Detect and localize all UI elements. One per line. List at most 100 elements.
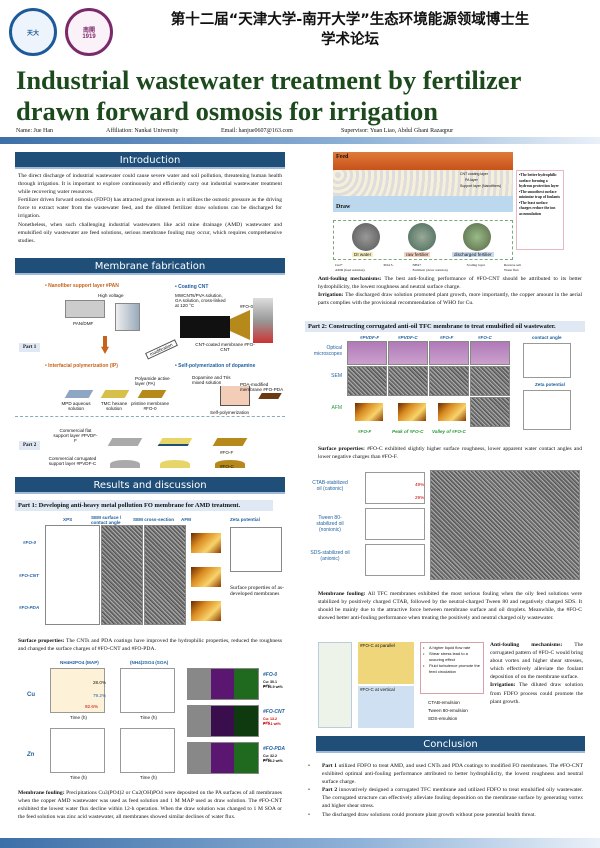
title-line-2: drawn forward osmosis for irrigation <box>16 96 439 126</box>
eds-map <box>187 668 259 700</box>
eds-cu: Cu: 13.2 wt% <box>263 717 277 725</box>
label: Part 2 <box>322 787 338 794</box>
note: •The least surface charges reduce the io… <box>519 200 556 216</box>
fig1-col: Zeta potential <box>230 517 260 522</box>
pa-label: Polyamide active layer (PA) <box>135 376 170 386</box>
fig2-col: #PVDF-C <box>398 335 418 340</box>
flux-chart-e <box>120 668 175 713</box>
eds-p: P: 16.9 wt% <box>263 685 283 689</box>
fig2-col: #PVDF-F <box>360 335 380 340</box>
poster-title: Industrial wastewater treatment by ferti… <box>16 65 596 127</box>
oil-flux-chart <box>365 472 425 504</box>
label: Surface properties: <box>318 446 365 452</box>
emulsion-legend: Tween 80-emulsion <box>428 708 468 713</box>
note: A higher liquid flow rate <box>423 645 481 651</box>
foc-label: #FO-C <box>220 464 234 469</box>
text: All TFC membranes exhibited the most ser… <box>318 591 582 622</box>
coating-label: • Coating CNT <box>175 284 209 290</box>
contact-angle-title: contact angle <box>532 335 562 340</box>
afm-label: Valley of #FO-C <box>432 429 466 434</box>
author-affiliation: Affiliation: Nankai University <box>106 128 179 134</box>
text: The discharged draw solutions could prom… <box>322 811 536 818</box>
pda-label: PDA-modified membrane #FO-PDA <box>240 382 284 392</box>
conclusion-list: Part 1 utilized FDFO to treat AMD, and u… <box>308 762 583 819</box>
legend-cu: Cu2+ <box>335 263 343 267</box>
fig1-col: XPS <box>63 517 73 522</box>
fig2-col: #FO-C <box>478 335 492 340</box>
oil-label: 29% <box>415 495 425 500</box>
feed-layer <box>333 152 513 170</box>
zeta-chart <box>523 390 571 430</box>
pda-membrane <box>258 393 282 399</box>
intro-paragraph: Nonetheless, when such challenging indus… <box>18 221 282 244</box>
down-arrow <box>101 336 109 354</box>
part2-label: Part 2 <box>19 441 41 450</box>
label: Anti-fouling mechanisms: <box>318 276 382 282</box>
part2-surface-figure: #PVDF-F #PVDF-C #FO-F #FO-C Optical micr… <box>310 335 585 443</box>
afm-label: #FO-F <box>358 429 372 434</box>
dopamine-label: • Self-polymerization of dopamine <box>175 363 256 369</box>
flux-title: (NH4)2SO4 (SOA) <box>130 660 169 665</box>
anti-fouling-1: Anti-fouling mechanisms: The best anti-f… <box>318 275 582 307</box>
dopamine-bath <box>220 386 250 406</box>
x-axis: Time (h) <box>70 775 87 780</box>
conference-title: 第十二届“天津大学-南开大学”生态环境能源领域博士生 学术论坛 <box>120 10 580 50</box>
flux-label: 28.0% <box>93 680 107 685</box>
label: Surface properties: <box>18 638 65 644</box>
label: Membrane fouling: <box>318 591 366 597</box>
conclusion-item: Part 1 utilized FDFO to treat AMD, and u… <box>308 762 583 786</box>
flat-coated <box>157 438 193 446</box>
conclusion-item: The discharged draw solutions could prom… <box>308 811 583 819</box>
legend-water-flux: Water flux <box>504 268 519 272</box>
author-name: Name: Jue Han <box>16 128 53 134</box>
contact-angle-chart <box>523 343 571 378</box>
x-axis: Time (h) <box>140 775 157 780</box>
modification-arrow: modification <box>145 339 178 360</box>
legend-amd: AMD (feed solution) <box>335 268 365 272</box>
zeta-title: Zeta potential <box>535 382 565 387</box>
text: The corrugated pattern of #FO-C would br… <box>490 642 583 681</box>
fig1-row: #FO-PDA <box>19 605 40 610</box>
fof-label: #FO-F <box>220 450 234 455</box>
legend-po4: PO4 3- <box>383 263 394 267</box>
part2-title: Part 2: Constructing corrugated anti-oil… <box>305 321 585 332</box>
title-line-1: Industrial wastewater treatment by ferti… <box>16 65 522 95</box>
oil-row: Tween 80-stabilized oil (nonionic) <box>316 515 344 533</box>
plant-photo <box>463 223 491 251</box>
x-axis: Time (h) <box>70 715 87 720</box>
plant-box <box>333 220 513 260</box>
plant-label: raw fertilier <box>404 252 431 257</box>
anti-fouling-2: Anti-fouling mechanisms: The corrugated … <box>490 641 583 706</box>
eds-cu: Cu: 30.1 wt% <box>263 680 277 688</box>
eds-cu: Cu: 32.2 wt% <box>263 754 277 762</box>
results-heading: Results and discussion <box>15 477 285 494</box>
fig2-row: AFM <box>331 405 342 411</box>
sem-image <box>470 366 510 396</box>
afm-panel <box>191 533 221 553</box>
eds-name: #FO-PDA <box>263 746 285 752</box>
optical-image <box>429 341 469 365</box>
mpd-label: MPD aqueous solution <box>61 401 91 411</box>
eds-name: #FO-0 <box>263 672 278 678</box>
fo0-label: #FO-0 <box>240 304 254 309</box>
plant-photo <box>408 223 436 251</box>
surface-properties-figure: XPS SEM surface / contact angle SEM cros… <box>15 515 285 627</box>
layer-label: PA layer <box>465 178 478 182</box>
flux-label: 92.6% <box>85 704 99 709</box>
flux-figure: NH4H2PO4 (MAP) (NH4)2SO4 (SOA) Cu Zn 28.… <box>15 660 285 785</box>
footer-bar <box>0 838 600 848</box>
membrane-tmc <box>100 390 130 398</box>
pan-dmf-label: PAN/DMF <box>73 321 94 326</box>
intro-paragraph: The direct discharge of industrial waste… <box>18 173 282 196</box>
optical-image <box>347 341 387 365</box>
plant-label: discharged fertilier <box>452 252 494 257</box>
conference-line-1: 第十二届“天津大学-南开大学”生态环境能源领域博士生 <box>170 12 530 28</box>
mechanism-legend: Cu2+ PO4 3- NH4+ Scaling layer Reverse s… <box>335 263 535 272</box>
note: •The better hydrophilic surface forming … <box>519 173 559 188</box>
afm-image <box>438 403 466 421</box>
corrugated-coated <box>160 460 190 468</box>
cnt-membrane-label: CNT-coated membrane #FO-CNT <box>195 342 255 352</box>
vertical-panel <box>358 686 414 728</box>
afm-panel <box>191 601 221 621</box>
part1-label: Part 1 <box>19 343 41 352</box>
